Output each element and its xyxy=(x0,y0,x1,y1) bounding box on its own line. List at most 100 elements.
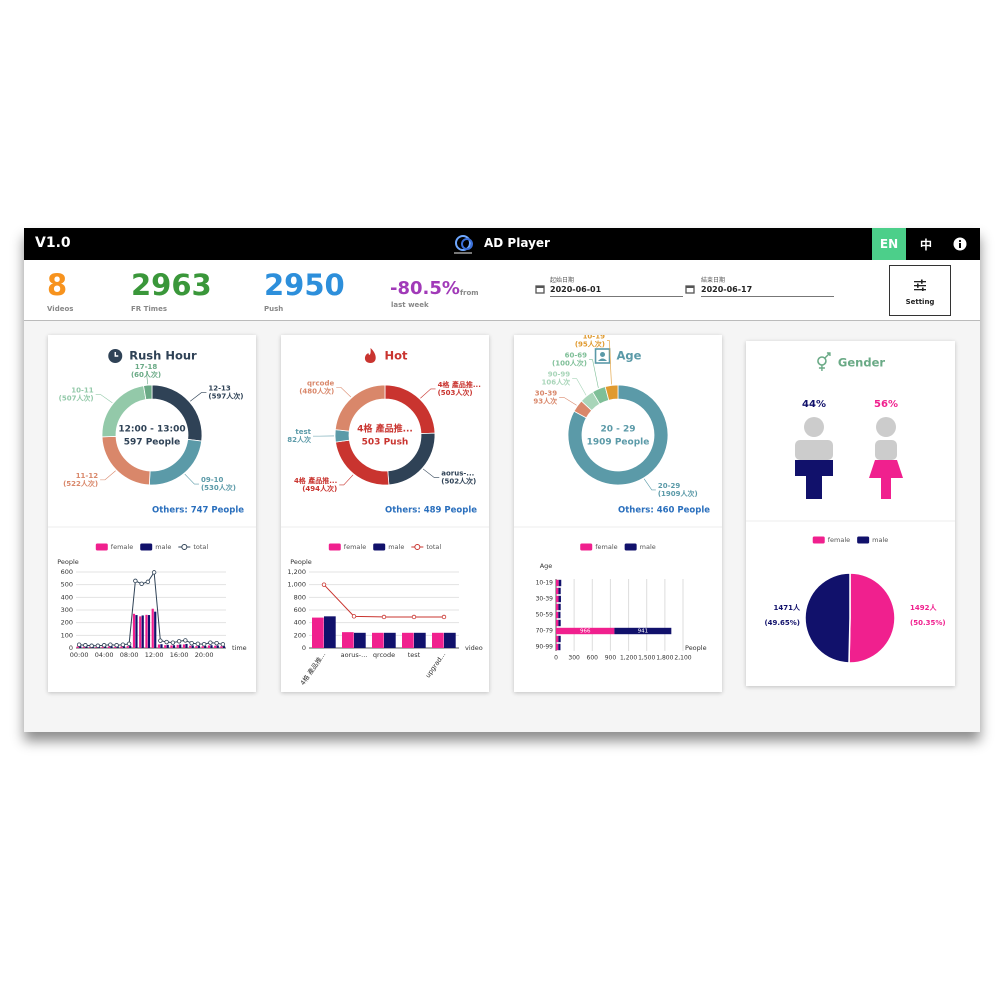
bar xyxy=(384,632,396,648)
segment-value-label: (522人次) xyxy=(63,479,98,488)
info-icon[interactable] xyxy=(953,237,967,251)
card-title: Gender xyxy=(838,356,885,370)
x-tick-label: 1,800 xyxy=(656,655,673,662)
bar xyxy=(147,615,151,648)
segment-value-label: (503人次) xyxy=(438,388,473,397)
bar xyxy=(129,645,132,648)
setting-icon xyxy=(914,279,926,291)
bar xyxy=(110,646,113,648)
segment-label: 10-11 xyxy=(71,387,94,395)
setting-button[interactable]: Setting xyxy=(889,265,951,316)
leader-line xyxy=(559,397,577,406)
bar xyxy=(558,619,561,627)
leader-line xyxy=(606,340,612,385)
y-tick-label: 400 xyxy=(294,619,306,627)
bar xyxy=(185,643,188,648)
bar xyxy=(556,611,559,619)
x-tick-label: 2,100 xyxy=(674,655,691,662)
x-tick-label: 20:00 xyxy=(195,651,214,659)
figure-torso xyxy=(875,440,897,460)
bar xyxy=(141,615,144,648)
bar xyxy=(354,632,366,648)
line-marker xyxy=(145,579,151,585)
center-value: 503 Push xyxy=(362,438,409,448)
segment-label: 20-29 xyxy=(658,482,681,490)
bar xyxy=(558,579,562,587)
slice-percent-label: (49.65%) xyxy=(764,619,800,627)
legend-swatch xyxy=(373,543,386,551)
bar xyxy=(556,635,559,643)
x-tick-label: 16:00 xyxy=(170,651,189,659)
bar xyxy=(558,635,561,643)
bar-value-label: 966 xyxy=(580,629,591,635)
bar xyxy=(176,644,179,648)
x-tick-label: 00:00 xyxy=(70,651,89,659)
y-tick-label: 800 xyxy=(294,593,306,601)
leader-line xyxy=(184,473,199,485)
center-label: 20 - 29 xyxy=(600,425,635,435)
leader-line xyxy=(339,474,354,486)
bar xyxy=(556,595,559,603)
stat-value: 8 xyxy=(47,268,68,302)
bar xyxy=(197,645,201,648)
x-tick-label: 900 xyxy=(605,655,617,662)
start-date[interactable]: 2020-06-01 xyxy=(550,285,683,297)
stat-label: Videos xyxy=(47,305,74,313)
legend-swatch xyxy=(624,543,637,551)
y-tick-label: 0 xyxy=(69,644,73,652)
segment-label: 11-12 xyxy=(76,472,99,480)
leader-line xyxy=(190,392,207,402)
trend-label: last week xyxy=(391,301,429,309)
stat-label: FR Times xyxy=(131,305,167,313)
bar xyxy=(558,595,561,603)
clock-hands xyxy=(114,352,119,357)
y-tick-label: 50-59 xyxy=(536,612,554,619)
lang-zh[interactable]: 中 xyxy=(920,238,933,252)
bar xyxy=(154,611,157,648)
bar xyxy=(558,587,561,595)
x-tick-label: 08:00 xyxy=(120,651,139,659)
legend-marker xyxy=(181,544,188,550)
bar xyxy=(402,632,414,648)
leader-line xyxy=(95,394,113,404)
y-tick-label: 200 xyxy=(61,619,73,627)
card-title: Age xyxy=(617,349,642,363)
line-marker xyxy=(189,640,194,646)
bar xyxy=(157,644,161,648)
y-axis-title: People xyxy=(57,558,79,566)
legend: female male total xyxy=(95,543,208,551)
legend-swatch xyxy=(580,543,593,551)
lang-en[interactable]: EN xyxy=(872,228,906,260)
legend-swatch xyxy=(95,543,108,551)
bar xyxy=(222,646,226,648)
bar xyxy=(101,646,104,648)
line-marker xyxy=(83,643,88,648)
bar xyxy=(556,587,559,595)
gender-percent: 56% xyxy=(874,399,898,410)
bar xyxy=(214,645,217,648)
others: Others: 460 People xyxy=(618,506,710,516)
legend-label: total xyxy=(426,543,441,551)
bar xyxy=(116,646,119,648)
line-marker xyxy=(101,643,107,648)
gender-icon xyxy=(817,356,827,366)
bar xyxy=(432,632,444,648)
card: Rush Hour 12-13 (597人次) 09-10 (530人次) 11-12 (5… xyxy=(48,335,256,692)
segment-value-label: 82人次 xyxy=(287,435,311,444)
y-tick-label: 500 xyxy=(61,581,73,589)
stat-value: 2963 xyxy=(131,268,212,302)
leader-line xyxy=(589,359,599,388)
figure-skirt xyxy=(869,460,903,478)
legend-swatch xyxy=(812,536,825,544)
stat-label: Push xyxy=(264,305,284,313)
segment-value-label: (507人次) xyxy=(59,394,94,403)
bar xyxy=(195,646,198,648)
portrait-head xyxy=(600,352,606,357)
segment-value-label: (480人次) xyxy=(299,386,334,395)
line-marker xyxy=(214,640,219,646)
legend-label: male xyxy=(388,543,404,551)
line-marker xyxy=(108,642,113,647)
x-tick-label: upgrad... xyxy=(424,651,447,680)
end-date[interactable]: 2020-06-17 xyxy=(701,285,834,297)
x-tick-label: aorus-... xyxy=(341,651,368,659)
